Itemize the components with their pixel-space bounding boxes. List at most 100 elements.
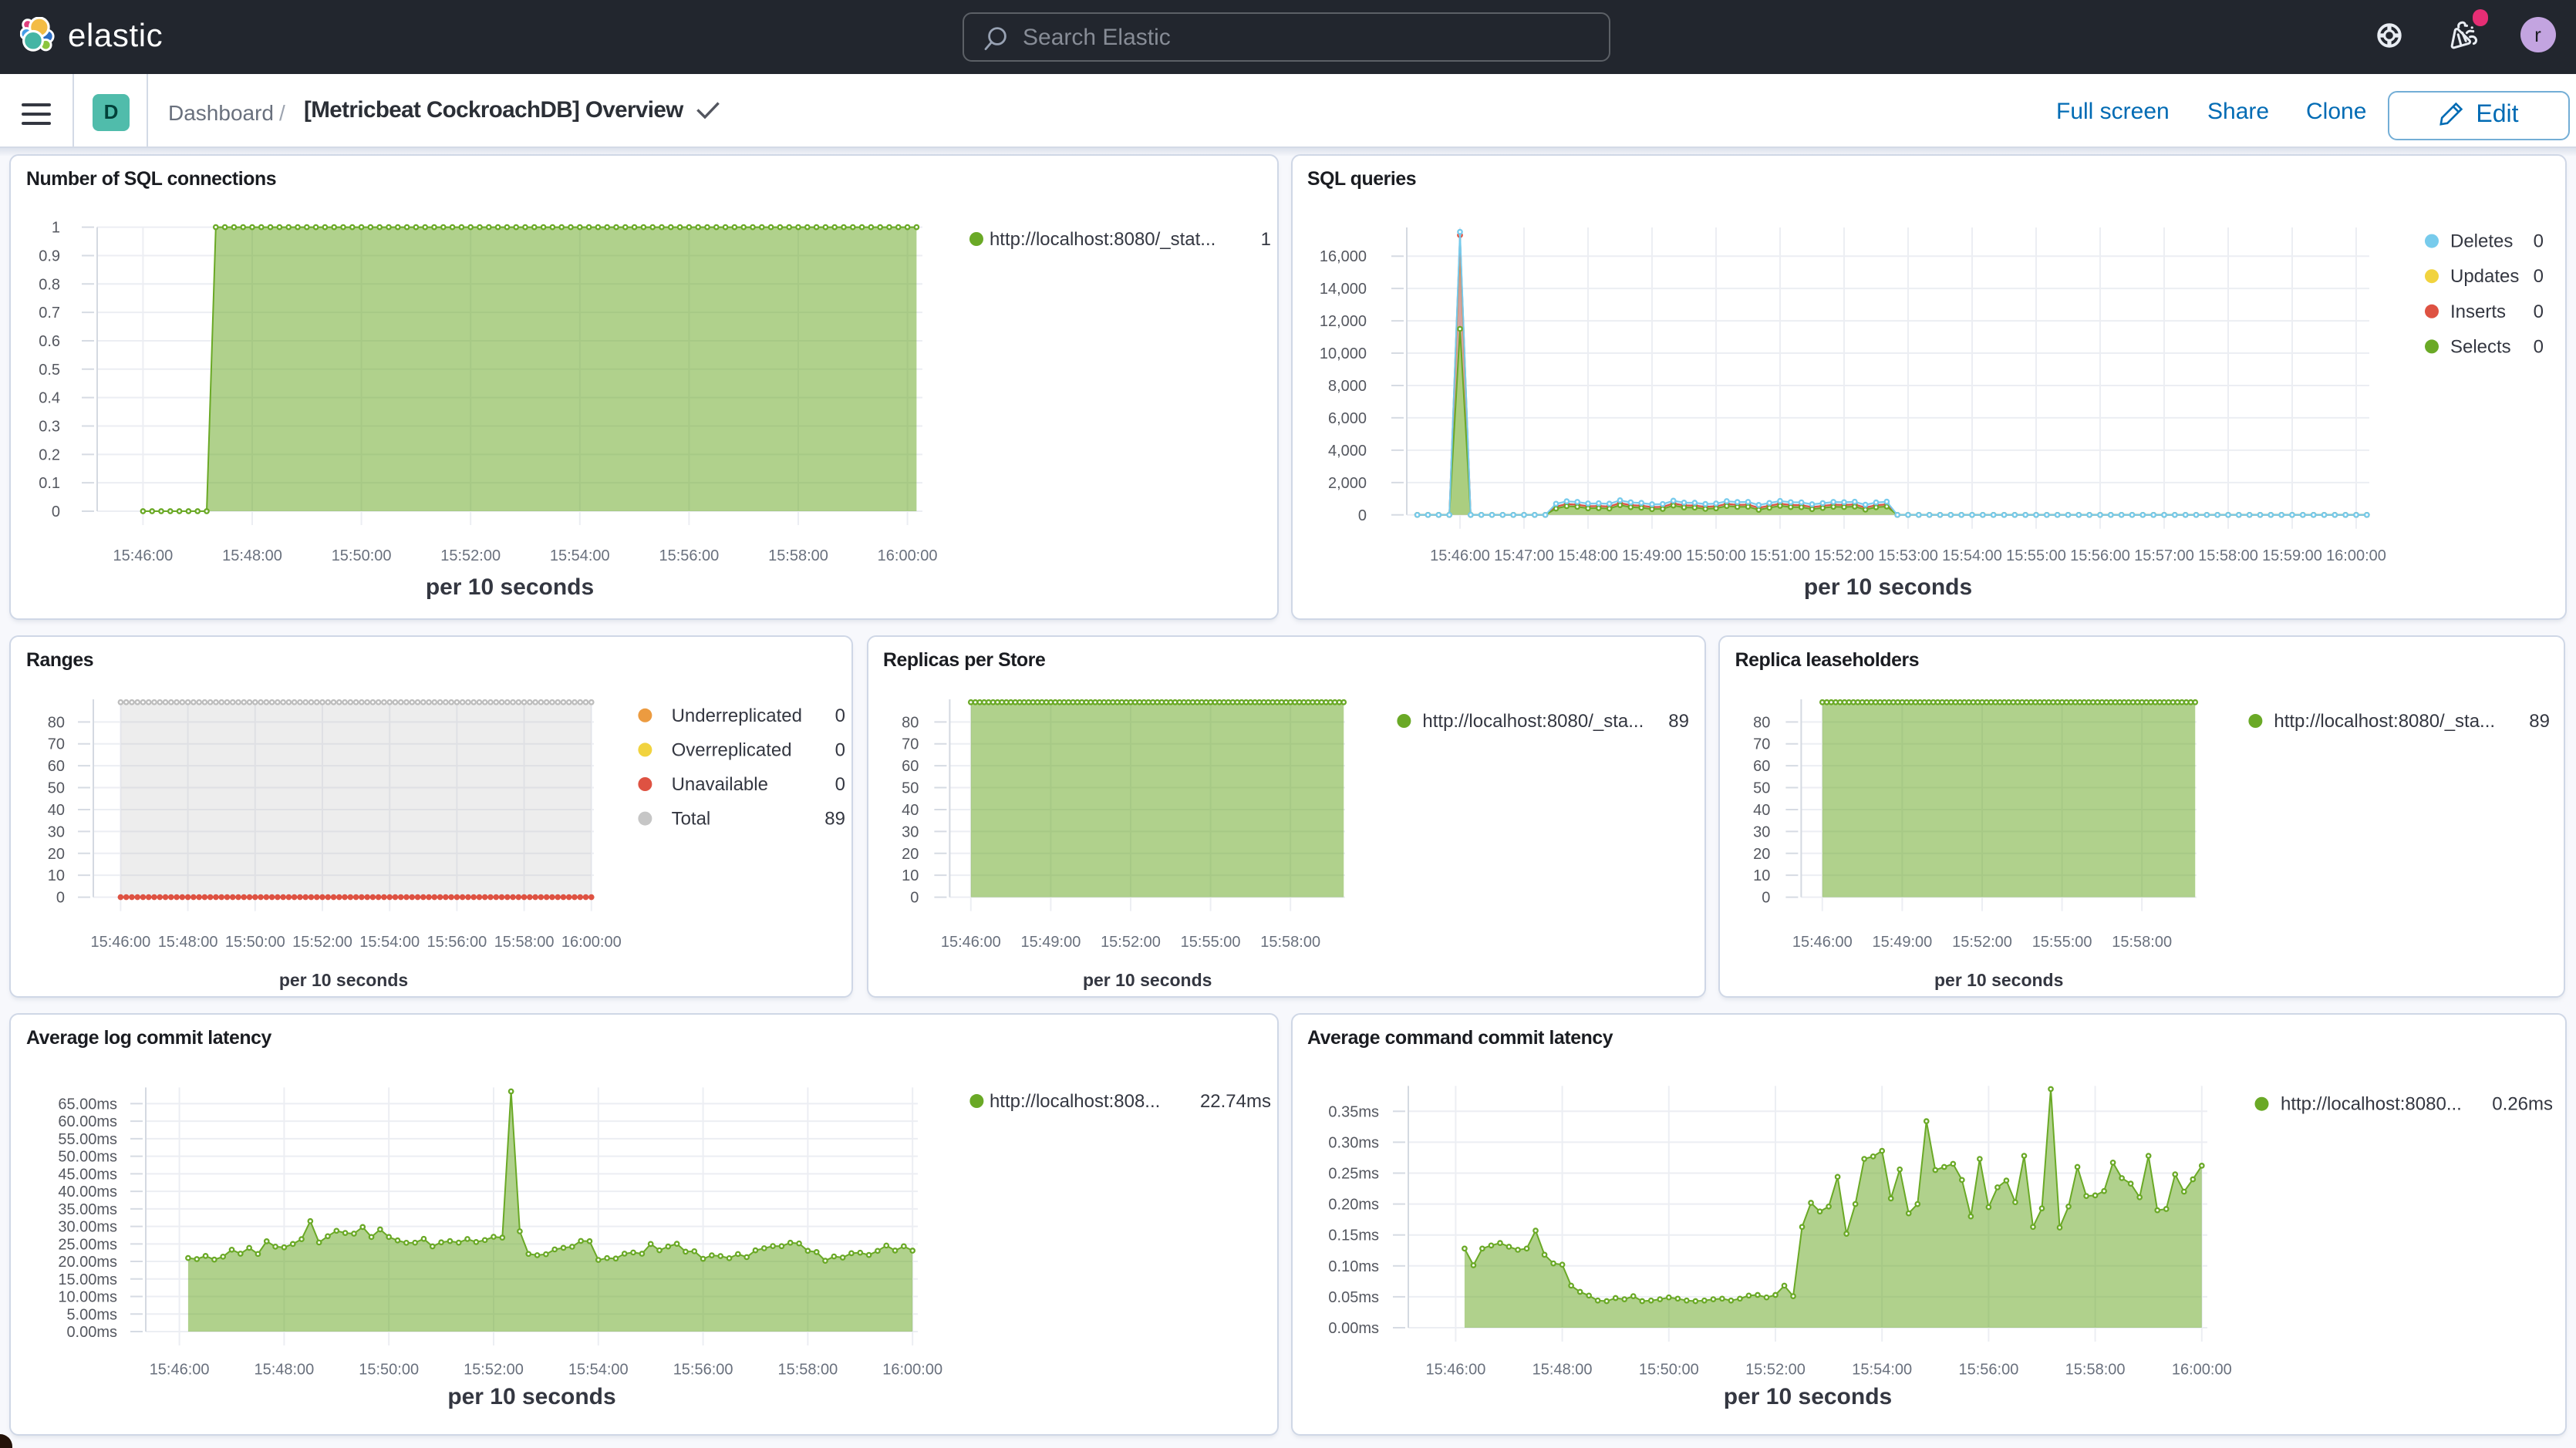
svg-text:15:53:00: 15:53:00 (1877, 547, 1937, 564)
svg-text:89: 89 (1667, 710, 1688, 731)
svg-text:0.05ms: 0.05ms (1327, 1288, 1378, 1305)
svg-text:per 10 seconds: per 10 seconds (426, 574, 594, 599)
svg-text:Overreplicated: Overreplicated (672, 739, 792, 759)
svg-text:30: 30 (901, 823, 918, 840)
svg-text:50.00ms: 50.00ms (58, 1148, 117, 1165)
svg-text:15:52:00: 15:52:00 (1100, 933, 1160, 950)
svg-text:70: 70 (1753, 736, 1770, 753)
svg-text:1: 1 (1261, 228, 1271, 249)
svg-text:15:56:00: 15:56:00 (427, 933, 487, 950)
svg-text:15.00ms: 15.00ms (58, 1271, 117, 1288)
svg-text:0.8: 0.8 (39, 275, 60, 292)
svg-text:0.26ms: 0.26ms (2491, 1093, 2552, 1114)
svg-text:per 10 seconds: per 10 seconds (1082, 969, 1211, 989)
svg-text:10: 10 (1753, 867, 1770, 884)
svg-text:0.00ms: 0.00ms (66, 1324, 117, 1341)
svg-text:50: 50 (48, 780, 65, 796)
svg-text:http://localhost:808...: http://localhost:808... (990, 1091, 1160, 1112)
svg-text:16:00:00: 16:00:00 (882, 1361, 942, 1378)
svg-text:0: 0 (2533, 335, 2543, 356)
svg-text:15:50:00: 15:50:00 (1638, 1361, 1698, 1378)
svg-text:15:58:00: 15:58:00 (1259, 933, 1320, 950)
svg-text:15:50:00: 15:50:00 (359, 1361, 419, 1378)
svg-text:0.25ms: 0.25ms (1327, 1165, 1378, 1182)
svg-text:20: 20 (48, 845, 65, 862)
svg-text:80: 80 (901, 713, 918, 730)
svg-text:65.00ms: 65.00ms (58, 1096, 117, 1113)
svg-text:8,000: 8,000 (1327, 377, 1366, 394)
svg-text:http://localhost:8080/_sta...: http://localhost:8080/_sta... (2274, 710, 2495, 731)
svg-text:0.35ms: 0.35ms (1327, 1103, 1378, 1120)
svg-text:15:46:00: 15:46:00 (1429, 547, 1489, 564)
svg-text:15:50:00: 15:50:00 (225, 933, 285, 950)
svg-text:15:46:00: 15:46:00 (150, 1361, 210, 1378)
svg-text:15:56:00: 15:56:00 (659, 547, 719, 564)
svg-text:15:55:00: 15:55:00 (1180, 933, 1240, 950)
svg-text:16,000: 16,000 (1319, 248, 1366, 264)
svg-text:15:50:00: 15:50:00 (332, 547, 392, 564)
svg-text:0: 0 (1762, 889, 1770, 906)
svg-text:15:52:00: 15:52:00 (292, 933, 352, 950)
svg-text:15:49:00: 15:49:00 (1020, 933, 1080, 950)
svg-text:0.15ms: 0.15ms (1327, 1227, 1378, 1244)
svg-text:15:46:00: 15:46:00 (940, 933, 1000, 950)
svg-text:0.20ms: 0.20ms (1327, 1196, 1378, 1213)
svg-text:15:54:00: 15:54:00 (1941, 547, 2001, 564)
svg-text:80: 80 (1753, 713, 1770, 730)
svg-text:15:48:00: 15:48:00 (254, 1361, 314, 1378)
svg-text:Deletes: Deletes (2450, 231, 2512, 251)
svg-text:60: 60 (901, 757, 918, 774)
svg-text:0: 0 (2533, 265, 2543, 286)
svg-text:15:58:00: 15:58:00 (2197, 547, 2257, 564)
svg-text:0: 0 (909, 889, 918, 906)
svg-text:15:49:00: 15:49:00 (1621, 547, 1681, 564)
svg-text:Total: Total (672, 808, 711, 829)
svg-text:2,000: 2,000 (1327, 474, 1366, 491)
svg-text:70: 70 (901, 736, 918, 753)
svg-text:0.30ms: 0.30ms (1327, 1134, 1378, 1151)
svg-text:35.00ms: 35.00ms (58, 1200, 117, 1217)
svg-text:15:54:00: 15:54:00 (1851, 1361, 1911, 1378)
svg-text:0: 0 (2533, 301, 2543, 322)
svg-text:15:54:00: 15:54:00 (568, 1361, 629, 1378)
svg-text:15:46:00: 15:46:00 (113, 547, 173, 564)
svg-text:40.00ms: 40.00ms (58, 1184, 117, 1200)
svg-text:4,000: 4,000 (1327, 442, 1366, 459)
svg-text:15:56:00: 15:56:00 (673, 1361, 733, 1378)
svg-text:6,000: 6,000 (1327, 409, 1366, 426)
svg-text:15:50:00: 15:50:00 (1685, 547, 1745, 564)
svg-text:14,000: 14,000 (1319, 280, 1366, 297)
svg-text:1: 1 (52, 219, 60, 236)
svg-text:0.10ms: 0.10ms (1327, 1258, 1378, 1275)
svg-text:15:48:00: 15:48:00 (158, 933, 218, 950)
svg-text:0.5: 0.5 (39, 361, 60, 378)
svg-text:16:00:00: 16:00:00 (561, 933, 622, 950)
svg-text:http://localhost:8080/_sta...: http://localhost:8080/_sta... (1421, 710, 1643, 731)
svg-text:89: 89 (2529, 710, 2550, 731)
svg-text:50: 50 (1753, 780, 1770, 796)
svg-text:15:52:00: 15:52:00 (1745, 1361, 1805, 1378)
svg-text:0.6: 0.6 (39, 332, 60, 349)
svg-text:0: 0 (1357, 507, 1366, 524)
svg-text:15:59:00: 15:59:00 (2261, 547, 2321, 564)
svg-text:Selects: Selects (2450, 335, 2510, 356)
svg-text:http://localhost:8080/_stat...: http://localhost:8080/_stat... (990, 228, 1216, 249)
svg-text:0.9: 0.9 (39, 247, 60, 264)
svg-text:Underreplicated: Underreplicated (672, 705, 802, 726)
svg-text:0: 0 (835, 739, 845, 759)
svg-text:Unavailable: Unavailable (672, 773, 768, 794)
svg-text:15:57:00: 15:57:00 (2133, 547, 2193, 564)
svg-text:15:52:00: 15:52:00 (440, 547, 501, 564)
svg-text:15:58:00: 15:58:00 (2112, 933, 2172, 950)
svg-text:15:46:00: 15:46:00 (1792, 933, 1852, 950)
svg-text:0.2: 0.2 (39, 446, 60, 463)
svg-text:10.00ms: 10.00ms (58, 1288, 117, 1305)
svg-text:0.4: 0.4 (39, 389, 60, 406)
svg-text:15:52:00: 15:52:00 (464, 1361, 524, 1378)
svg-text:22.74ms: 22.74ms (1200, 1091, 1271, 1112)
svg-text:10: 10 (901, 867, 918, 884)
svg-text:0.1: 0.1 (39, 474, 60, 491)
svg-text:15:52:00: 15:52:00 (1952, 933, 2012, 950)
svg-text:40: 40 (901, 801, 918, 818)
svg-text:15:55:00: 15:55:00 (2005, 547, 2065, 564)
